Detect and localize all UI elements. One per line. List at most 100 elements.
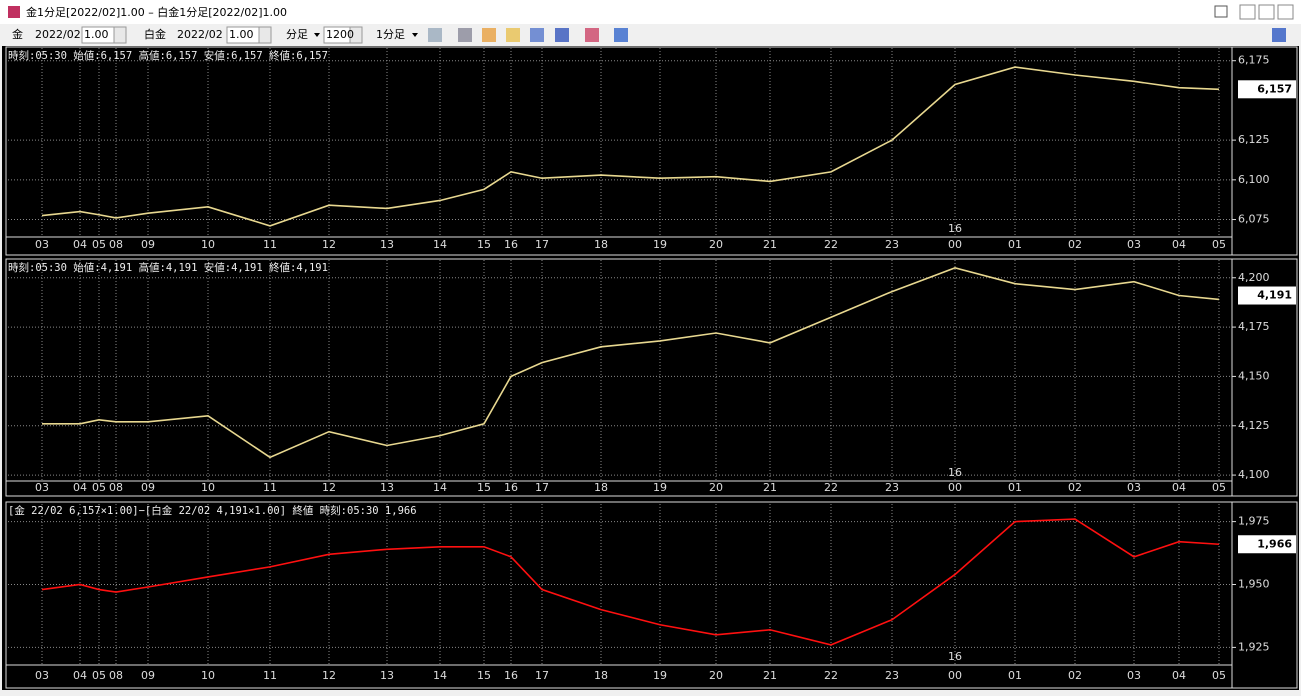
price-line bbox=[41, 66, 1220, 227]
x-tick-label: 13 bbox=[380, 669, 394, 682]
x-tick-label: 02 bbox=[1068, 238, 1082, 251]
y-tick-label: 4,200 bbox=[1238, 271, 1270, 284]
x-tick-label: 11 bbox=[263, 238, 277, 251]
x-tick-label: 18 bbox=[594, 669, 608, 682]
x-tick-label: 19 bbox=[653, 669, 667, 682]
axis-column bbox=[1231, 501, 1298, 689]
toolbar-label: 金 bbox=[12, 27, 23, 41]
toolbar-icon[interactable] bbox=[482, 28, 496, 42]
dropdown-arrow[interactable] bbox=[314, 33, 320, 37]
x-tick-label: 00 bbox=[948, 238, 962, 251]
last-value-box bbox=[1238, 286, 1296, 305]
x-tick-label: 13 bbox=[380, 481, 394, 494]
x-tick-label: 14 bbox=[433, 669, 447, 682]
x-tick-label: 05 bbox=[92, 481, 106, 494]
app-icon bbox=[8, 6, 20, 18]
last-value-label: 6,157 bbox=[1257, 82, 1292, 95]
y-tick-label: 4,150 bbox=[1238, 369, 1270, 382]
window-title: 金1分足[2022/02]1.00 – 白金1分足[2022/02]1.00 bbox=[26, 5, 287, 19]
spinner[interactable] bbox=[258, 26, 272, 44]
x-tick-label: 20 bbox=[709, 238, 723, 251]
x-tick-label: 03 bbox=[1127, 669, 1141, 682]
x-tick-label: 15 bbox=[477, 238, 491, 251]
last-value-box bbox=[1238, 535, 1296, 554]
x-tick-label: 16 bbox=[504, 481, 518, 494]
x-tick-label: 04 bbox=[73, 238, 87, 251]
y-tick-label: 4,100 bbox=[1238, 468, 1270, 481]
x-tick-label: 17 bbox=[535, 238, 549, 251]
x-tick-label: 12 bbox=[322, 669, 336, 682]
x-tick-label: 05 bbox=[92, 669, 106, 682]
toolbar-icon[interactable] bbox=[555, 28, 569, 42]
toolbar-icon[interactable] bbox=[428, 28, 442, 42]
y-tick-label: 4,125 bbox=[1238, 419, 1270, 432]
x-tick-label: 17 bbox=[535, 481, 549, 494]
x-tick-label: 02 bbox=[1068, 669, 1082, 682]
toolbar-icon[interactable] bbox=[614, 28, 628, 42]
last-value-label: 4,191 bbox=[1257, 289, 1292, 302]
toolbar-icon[interactable] bbox=[585, 28, 599, 42]
panel-header: [金 22/02 6,157×1.00]−[白金 22/02 4,191×1.0… bbox=[8, 504, 417, 517]
spinner[interactable] bbox=[113, 26, 127, 44]
x-tick-label: 02 bbox=[1068, 481, 1082, 494]
x-tick-label: 08 bbox=[109, 669, 123, 682]
minimize-button[interactable] bbox=[1239, 4, 1256, 20]
x-tick-label: 00 bbox=[948, 481, 962, 494]
x-tick-label: 21 bbox=[763, 669, 777, 682]
x-tick-label: 16 bbox=[504, 238, 518, 251]
x-tick-label: 16 bbox=[504, 669, 518, 682]
toolbar-icon[interactable] bbox=[506, 28, 520, 42]
x-tick-label: 12 bbox=[322, 481, 336, 494]
panel-header: 時刻:05:30 始値:4,191 高値:4,191 安値:4,191 終値:4… bbox=[8, 261, 328, 274]
x-tick-label: 20 bbox=[709, 669, 723, 682]
x-tick-label: 05 bbox=[1212, 669, 1226, 682]
x-tick-label: 09 bbox=[141, 669, 155, 682]
x-tick-label: 22 bbox=[824, 238, 838, 251]
price-line bbox=[41, 518, 1220, 646]
spinner[interactable] bbox=[349, 26, 363, 44]
toolbar-icon[interactable] bbox=[458, 28, 472, 42]
x-tick-label: 03 bbox=[35, 481, 49, 494]
x-tick-label: 21 bbox=[763, 238, 777, 251]
annotation: 16 bbox=[948, 222, 962, 235]
toolbar-input[interactable]: 1.00 bbox=[84, 28, 109, 41]
x-tick-label: 23 bbox=[885, 669, 899, 682]
x-tick-label: 01 bbox=[1008, 669, 1022, 682]
x-tick-label: 01 bbox=[1008, 238, 1022, 251]
title-bar bbox=[0, 0, 1301, 24]
y-tick-label: 6,100 bbox=[1238, 173, 1270, 186]
x-tick-label: 13 bbox=[380, 238, 394, 251]
price-line bbox=[42, 267, 1220, 459]
x-tick-label: 11 bbox=[263, 481, 277, 494]
x-tick-label: 10 bbox=[201, 238, 215, 251]
x-tick-label: 09 bbox=[141, 238, 155, 251]
toolbar-input[interactable]: 1200 bbox=[326, 28, 354, 41]
x-tick-label: 03 bbox=[1127, 238, 1141, 251]
toolbar-dropdown[interactable]: 1分足 bbox=[376, 28, 405, 41]
x-tick-label: 15 bbox=[477, 481, 491, 494]
x-tick-label: 18 bbox=[594, 238, 608, 251]
toolbar-dropdown[interactable]: 分足 bbox=[286, 28, 308, 41]
y-tick-label: 1,925 bbox=[1238, 640, 1270, 653]
x-tick-label: 10 bbox=[201, 481, 215, 494]
toolbar-icon[interactable] bbox=[530, 28, 544, 42]
x-tick-label: 08 bbox=[109, 238, 123, 251]
toolbar-input[interactable]: 1.00 bbox=[229, 28, 254, 41]
close-button[interactable] bbox=[1277, 4, 1294, 20]
x-tick-label: 10 bbox=[201, 669, 215, 682]
x-tick-label: 03 bbox=[35, 669, 49, 682]
x-tick-label: 11 bbox=[263, 669, 277, 682]
y-tick-label: 1,975 bbox=[1238, 515, 1270, 528]
restore-button[interactable] bbox=[1214, 5, 1228, 18]
maximize-button[interactable] bbox=[1258, 4, 1275, 20]
x-tick-label: 12 bbox=[322, 238, 336, 251]
settings-icon[interactable] bbox=[1272, 28, 1286, 42]
chart-area bbox=[2, 46, 1299, 690]
x-tick-label: 18 bbox=[594, 481, 608, 494]
dropdown-arrow[interactable] bbox=[412, 33, 418, 37]
x-tick-label: 21 bbox=[763, 481, 777, 494]
toolbar-label: 白金 bbox=[144, 27, 166, 41]
x-tick-label: 17 bbox=[535, 669, 549, 682]
x-tick-label: 14 bbox=[433, 238, 447, 251]
